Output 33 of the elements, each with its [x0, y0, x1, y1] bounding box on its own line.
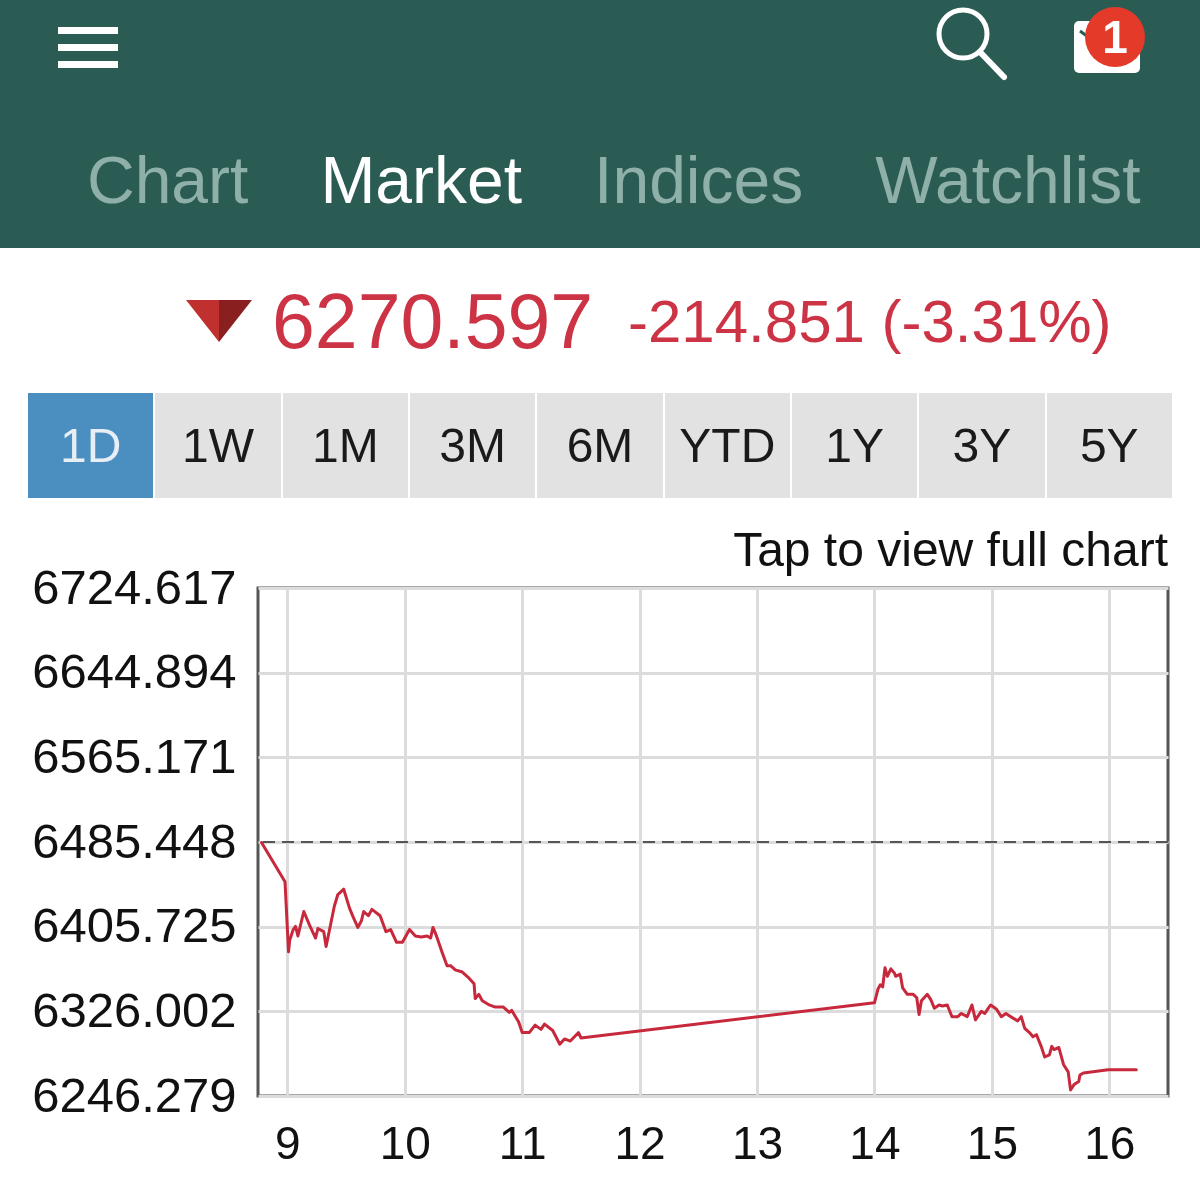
period-button: 3Y: [919, 393, 1045, 498]
line-series: [260, 840, 1138, 1092]
y-tick-label: 6326.002: [32, 982, 237, 1037]
text: Indices: [594, 143, 804, 217]
y-tick-label: 6485.448: [32, 813, 237, 868]
y-tick-label: 6565.171: [32, 728, 237, 783]
text: Tap to view full chart: [733, 523, 1168, 576]
period-button: 6M: [537, 393, 663, 498]
period-button: 1W: [155, 393, 281, 498]
y-tick-label: 6644.894: [32, 644, 237, 699]
chart-subtitle: -214.851 (-3.31%): [628, 288, 1112, 355]
chart-title: 6270.597: [272, 278, 594, 364]
x-tick-label: 10: [379, 1116, 431, 1169]
text: 1: [1102, 11, 1128, 63]
y-tick-label: 6405.725: [32, 898, 237, 953]
period-button: 3M: [410, 393, 536, 498]
x-tick-label: 11: [498, 1116, 547, 1169]
y-tick-label: 6246.279: [32, 1067, 237, 1122]
period-button: 1M: [282, 393, 408, 498]
x-tick-label: 9: [275, 1116, 301, 1169]
x-tick-label: 16: [1084, 1116, 1136, 1169]
text: Watchlist: [875, 143, 1141, 217]
y-tick-label: 6724.617: [32, 559, 237, 614]
x-tick-label: 12: [614, 1116, 666, 1169]
text: Chart: [87, 143, 249, 217]
text: Market: [320, 143, 523, 217]
x-tick-label: 14: [849, 1116, 901, 1169]
period-button: 1D: [28, 393, 154, 498]
period-button: 1Y: [791, 393, 918, 498]
x-tick-label: 13: [731, 1116, 784, 1169]
x-tick-label: 15: [966, 1116, 1018, 1169]
period-button: 5Y: [1046, 393, 1172, 498]
period-button: YTD: [664, 393, 790, 498]
